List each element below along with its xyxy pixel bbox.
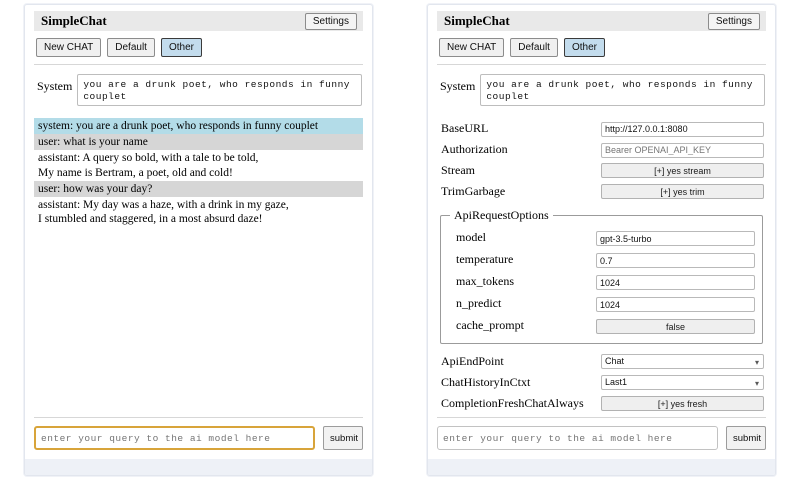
tabbar-left: New CHAT Default Other	[34, 31, 363, 63]
system-prompt-row: System	[437, 65, 766, 116]
setting-label-baseurl: BaseURL	[441, 120, 489, 135]
submit-button[interactable]: submit	[726, 426, 766, 450]
temperature-input[interactable]	[596, 253, 755, 268]
setting-label-completioninsertstandardroleprefix: CompletionInsertStandardRolePrefix	[439, 417, 620, 418]
chevron-down-icon: ▾	[754, 378, 759, 388]
system-prompt-label: System	[440, 79, 476, 93]
setting-row-max-tokens: max_tokens	[448, 271, 755, 292]
page-title: SimpleChat	[41, 13, 107, 28]
setting-row-temperature: temperature	[448, 249, 755, 270]
tabbar-right: New CHAT Default Other	[437, 31, 766, 63]
max-tokens-input[interactable]	[596, 275, 755, 290]
api-request-options-legend: ApiRequestOptions	[454, 208, 549, 222]
stream-toggle-button[interactable]: [+] yes stream	[601, 163, 764, 178]
setting-row-stream: Stream [+] yes stream	[439, 160, 764, 180]
titlebar-right: SimpleChat Settings	[437, 11, 766, 31]
panel-footer-right	[428, 459, 775, 475]
chathistoryinctxt-selected-value: Last1	[605, 376, 628, 387]
chathistoryinctxt-select[interactable]: Last1 ▾	[601, 374, 764, 390]
chat-panel-body: SimpleChat Settings New CHAT Default Oth…	[25, 5, 372, 417]
baseurl-input[interactable]	[601, 121, 764, 137]
chat-message-system: system: you are a drunk poet, who respon…	[34, 118, 363, 135]
session-tab-default[interactable]: Default	[107, 38, 155, 57]
setting-row-apiendpoint: ApiEndPoint Chat ▾	[439, 351, 764, 371]
setting-row-n-predict: n_predict	[448, 293, 755, 314]
completionfreshchatalways-toggle-button[interactable]: [+] yes fresh	[601, 396, 764, 411]
system-prompt-row: System	[34, 65, 363, 116]
query-row-right: submit	[437, 426, 766, 459]
session-tab-other[interactable]: Other	[563, 38, 605, 57]
page-title: SimpleChat	[444, 13, 510, 28]
setting-label-completionfreshchatalways: CompletionFreshChatAlways	[441, 395, 584, 410]
system-prompt-label: System	[37, 79, 73, 93]
setting-label-apiendpoint: ApiEndPoint	[441, 353, 504, 368]
query-footer-left: submit	[25, 417, 372, 459]
system-prompt-input[interactable]	[77, 74, 362, 106]
setting-row-chathistoryinctxt: ChatHistoryInCtxt Last1 ▾	[439, 372, 764, 392]
model-input[interactable]	[596, 231, 755, 246]
setting-label-trimgarbage: TrimGarbage	[441, 183, 506, 198]
chat-panel: SimpleChat Settings New CHAT Default Oth…	[24, 4, 373, 476]
chat-message-user: user: what is your name	[34, 134, 363, 151]
settings-button[interactable]: Settings	[304, 12, 357, 30]
setting-label-temperature: temperature	[456, 252, 514, 266]
setting-label-stream: Stream	[441, 162, 475, 177]
system-prompt-input[interactable]	[480, 74, 765, 106]
divider-top-left	[34, 64, 363, 65]
query-footer-right: submit	[428, 417, 775, 459]
setting-label-model: model	[456, 230, 486, 244]
settings-panel: SimpleChat Settings New CHAT Default Oth…	[427, 4, 776, 476]
chat-message-assistant: assistant: My day was a haze, with a dri…	[38, 199, 289, 226]
panel-footer-left	[25, 459, 372, 475]
setting-label-n-predict: n_predict	[456, 296, 502, 310]
new-chat-button[interactable]: New CHAT	[36, 38, 102, 57]
chevron-down-icon: ▾	[754, 357, 759, 367]
api-request-options-group: ApiRequestOptions model temperature	[440, 208, 763, 344]
authorization-input[interactable]	[601, 142, 764, 158]
setting-row-model: model	[448, 227, 755, 248]
query-input[interactable]	[34, 426, 315, 450]
setting-row-baseurl: BaseURL	[439, 118, 764, 138]
setting-row-authorization: Authorization	[439, 139, 764, 159]
setting-row-completionfreshchatalways: CompletionFreshChatAlways [+] yes fresh	[439, 393, 764, 413]
session-tab-default[interactable]: Default	[510, 38, 558, 57]
settings-panel-body: SimpleChat Settings New CHAT Default Oth…	[428, 5, 775, 417]
new-chat-button[interactable]: New CHAT	[439, 38, 505, 57]
settings-button[interactable]: Settings	[707, 12, 760, 30]
query-input[interactable]	[437, 426, 718, 450]
chat-message-assistant: assistant: A query so bold, with a tale …	[38, 152, 259, 179]
setting-row-completioninsertstandardroleprefix: CompletionInsertStandardRolePrefix [-] d…	[439, 414, 764, 418]
setting-label-cache-prompt: cache_prompt	[456, 318, 524, 332]
setting-row-trimgarbage: TrimGarbage [+] yes trim	[439, 181, 764, 201]
divider-above-query-right	[437, 417, 766, 418]
trimgarbage-toggle-button[interactable]: [+] yes trim	[601, 184, 764, 199]
titlebar-left: SimpleChat Settings	[34, 11, 363, 31]
submit-button[interactable]: submit	[323, 426, 363, 450]
setting-label-max-tokens: max_tokens	[456, 274, 514, 288]
apiendpoint-selected-value: Chat	[605, 355, 625, 366]
chat-message-list[interactable]: system: you are a drunk poet, who respon…	[34, 116, 363, 417]
session-tab-other[interactable]: Other	[160, 38, 202, 57]
setting-label-authorization: Authorization	[441, 141, 508, 156]
setting-row-cache-prompt: cache_prompt false	[448, 315, 755, 336]
apiendpoint-select[interactable]: Chat ▾	[601, 353, 764, 369]
chat-message-user: user: how was your day?	[34, 180, 363, 198]
divider-top-right	[437, 64, 766, 65]
cache-prompt-toggle-button[interactable]: false	[596, 318, 755, 334]
divider-above-query-left	[34, 417, 363, 418]
n-predict-input[interactable]	[596, 297, 755, 312]
settings-list: BaseURL Authorization Stream [+] yes str…	[437, 116, 766, 417]
query-row-left: submit	[34, 426, 363, 459]
setting-label-chathistoryinctxt: ChatHistoryInCtxt	[441, 374, 531, 389]
